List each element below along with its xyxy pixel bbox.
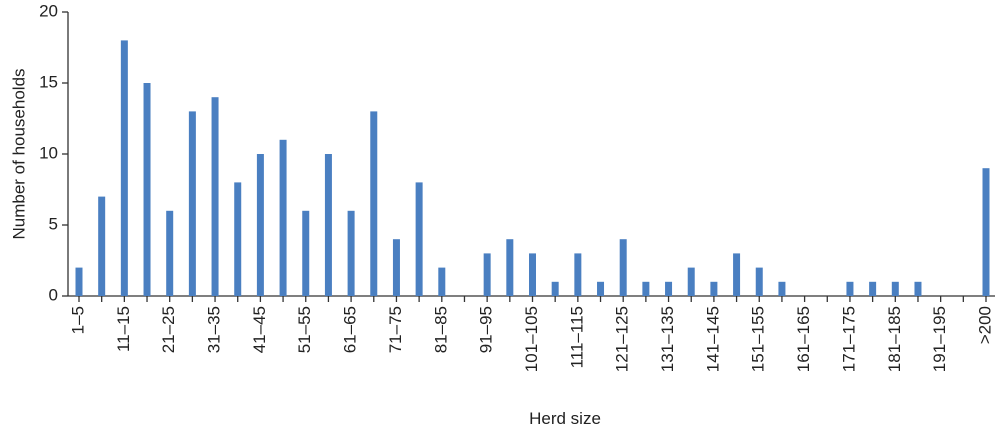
x-tick-label: 81–85 bbox=[431, 306, 450, 353]
bar bbox=[529, 253, 536, 296]
bar bbox=[891, 281, 899, 296]
y-axis-title: Number of households bbox=[9, 68, 28, 239]
y-tick-label: 20 bbox=[39, 1, 58, 20]
bar bbox=[324, 154, 332, 296]
x-tick-label: 111–115 bbox=[567, 306, 586, 368]
bar bbox=[597, 281, 605, 296]
x-tick-label: 191–195 bbox=[930, 306, 949, 372]
y-tick-label: 10 bbox=[39, 143, 58, 162]
x-tick-label: 1–5 bbox=[68, 306, 87, 334]
x-tick-label: 131–135 bbox=[658, 306, 677, 372]
x-tick-label: 141–145 bbox=[703, 306, 722, 372]
x-axis-title: Herd size bbox=[529, 409, 601, 428]
bar bbox=[415, 182, 423, 296]
y-tick-label: 0 bbox=[49, 285, 58, 304]
bar bbox=[438, 267, 446, 296]
bar bbox=[755, 267, 763, 296]
bar bbox=[279, 139, 287, 296]
x-tick-label: 161–165 bbox=[794, 306, 813, 372]
bar bbox=[188, 111, 196, 297]
x-tick-label: 171–175 bbox=[839, 306, 858, 372]
x-tick-label: 151–155 bbox=[749, 306, 768, 372]
bar bbox=[642, 281, 650, 296]
bar bbox=[347, 210, 355, 296]
bar bbox=[256, 154, 264, 296]
bar bbox=[574, 253, 582, 296]
bar bbox=[551, 281, 559, 296]
y-tick-label: 15 bbox=[39, 72, 58, 91]
x-tick-label: 91–95 bbox=[477, 306, 496, 353]
x-tick-label: 51–55 bbox=[295, 306, 314, 353]
bar bbox=[733, 253, 741, 296]
bar bbox=[234, 182, 242, 296]
bar bbox=[211, 97, 219, 296]
bar bbox=[687, 267, 695, 296]
y-tick-label: 5 bbox=[49, 214, 58, 233]
bar bbox=[846, 281, 854, 296]
bar bbox=[98, 196, 106, 296]
x-tick-label: 61–65 bbox=[341, 306, 360, 353]
bar bbox=[75, 267, 83, 296]
bar bbox=[869, 281, 877, 296]
bar bbox=[914, 281, 922, 296]
bar bbox=[392, 239, 400, 296]
bar bbox=[619, 239, 627, 296]
bar bbox=[710, 281, 718, 296]
bar bbox=[506, 239, 514, 296]
bar bbox=[143, 83, 151, 296]
bar bbox=[370, 111, 378, 297]
x-tick-label: 31–35 bbox=[205, 306, 224, 353]
bar bbox=[982, 168, 990, 296]
x-tick-label: 71–75 bbox=[386, 306, 405, 353]
bar bbox=[483, 253, 491, 296]
x-tick-label: 121–125 bbox=[613, 306, 632, 372]
x-tick-label: >200 bbox=[975, 306, 994, 344]
x-tick-label: 181–185 bbox=[885, 306, 904, 372]
x-tick-label: 41–45 bbox=[250, 306, 269, 353]
x-tick-label: 11–15 bbox=[114, 306, 133, 352]
x-tick-label: 21–25 bbox=[159, 306, 178, 353]
bar bbox=[302, 210, 310, 296]
bar bbox=[166, 210, 174, 296]
bar bbox=[778, 281, 786, 296]
bar bbox=[665, 281, 673, 296]
bar bbox=[120, 40, 128, 297]
x-tick-label: 101–105 bbox=[522, 306, 541, 372]
